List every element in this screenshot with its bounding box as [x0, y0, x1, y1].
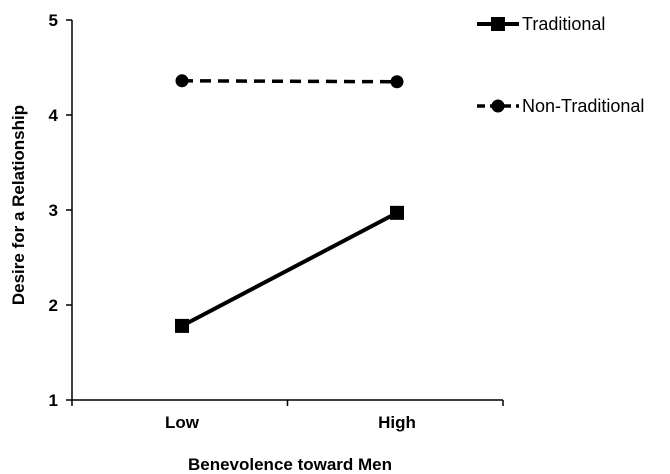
y-tick-label: 5 [49, 11, 58, 30]
y-tick-label: 3 [49, 201, 58, 220]
legend-marker-non-traditional [491, 99, 505, 113]
x-tick-labels: Low High [165, 413, 416, 432]
series-line-non-traditional [181, 79, 398, 84]
y-tick-label: 2 [49, 296, 58, 315]
x-tick-label: Low [165, 413, 200, 432]
data-point-traditional [390, 205, 404, 220]
y-tick-labels: 1 2 3 4 5 [49, 11, 59, 410]
legend: Traditional Non-Traditional [477, 14, 644, 116]
legend-label-traditional: Traditional [522, 14, 605, 34]
data-point-traditional [175, 318, 189, 333]
data-point-non-traditional [390, 75, 404, 89]
x-axis-title: Benevolence toward Men [188, 455, 392, 474]
legend-label-non-traditional: Non-Traditional [522, 96, 644, 116]
x-tick-label: High [378, 413, 416, 432]
series-line-traditional [181, 211, 398, 328]
y-tick-label: 1 [49, 391, 58, 410]
y-axis-title: Desire for a Relationship [9, 105, 28, 305]
y-tick-label: 4 [49, 106, 59, 125]
data-point-non-traditional [175, 74, 189, 88]
legend-marker-traditional [491, 17, 505, 31]
axes [66, 19, 504, 406]
series-group [175, 74, 404, 333]
